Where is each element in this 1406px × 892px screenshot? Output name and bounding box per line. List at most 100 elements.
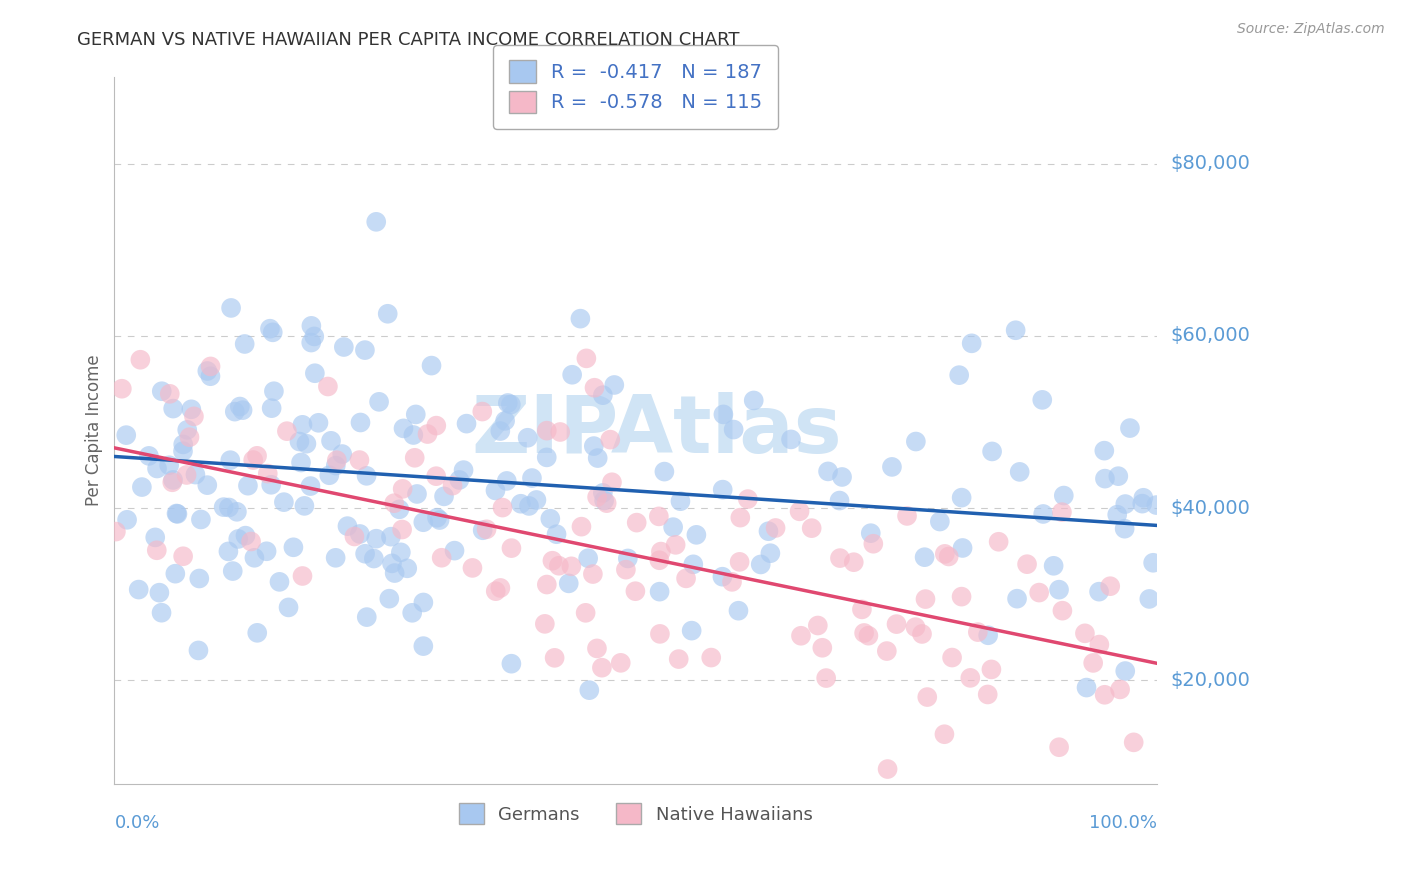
Point: [159, 387, 181, 401]
Point: [582, 439, 605, 453]
Point: [727, 604, 749, 618]
Point: [548, 425, 571, 439]
Point: [129, 352, 152, 367]
Point: [650, 544, 672, 558]
Point: [260, 477, 283, 491]
Point: [229, 400, 252, 414]
Point: [256, 544, 278, 558]
Point: [977, 628, 1000, 642]
Point: [475, 522, 498, 536]
Point: [1114, 497, 1136, 511]
Point: [308, 416, 330, 430]
Point: [349, 416, 371, 430]
Point: [1107, 508, 1129, 522]
Point: [1032, 507, 1054, 521]
Point: [938, 549, 960, 564]
Point: [453, 463, 475, 477]
Point: [1094, 688, 1116, 702]
Point: [981, 444, 1004, 458]
Point: [578, 683, 600, 698]
Point: [526, 493, 548, 508]
Point: [217, 544, 239, 558]
Point: [391, 482, 413, 496]
Point: [1109, 682, 1132, 697]
Point: [243, 550, 266, 565]
Point: [815, 671, 838, 685]
Point: [501, 541, 523, 555]
Point: [534, 616, 557, 631]
Point: [292, 499, 315, 513]
Point: [389, 545, 412, 559]
Point: [876, 644, 898, 658]
Point: [904, 434, 927, 449]
Text: 100.0%: 100.0%: [1088, 814, 1157, 832]
Point: [595, 496, 617, 510]
Point: [547, 558, 569, 573]
Text: ZIPAtlas: ZIPAtlas: [471, 392, 842, 470]
Point: [593, 493, 616, 508]
Point: [148, 585, 170, 599]
Point: [150, 384, 173, 399]
Point: [728, 555, 751, 569]
Point: [586, 641, 609, 656]
Point: [343, 529, 366, 543]
Point: [259, 321, 281, 335]
Point: [381, 557, 404, 571]
Point: [378, 591, 401, 606]
Point: [224, 404, 246, 418]
Point: [219, 453, 242, 467]
Point: [1144, 498, 1167, 512]
Point: [295, 436, 318, 450]
Point: [495, 474, 517, 488]
Point: [412, 595, 434, 609]
Point: [388, 502, 411, 516]
Point: [366, 532, 388, 546]
Point: [489, 581, 512, 595]
Point: [489, 424, 512, 438]
Point: [575, 606, 598, 620]
Point: [950, 590, 973, 604]
Point: [425, 469, 447, 483]
Point: [790, 629, 813, 643]
Text: $40,000: $40,000: [1171, 499, 1250, 517]
Point: [1074, 626, 1097, 640]
Point: [326, 453, 349, 467]
Point: [496, 396, 519, 410]
Point: [682, 558, 704, 572]
Point: [603, 378, 626, 392]
Point: [576, 551, 599, 566]
Text: $20,000: $20,000: [1171, 671, 1250, 690]
Point: [273, 495, 295, 509]
Point: [685, 528, 707, 542]
Point: [380, 530, 402, 544]
Point: [412, 515, 434, 529]
Point: [1122, 735, 1144, 749]
Point: [765, 521, 787, 535]
Point: [226, 532, 249, 546]
Point: [461, 561, 484, 575]
Point: [876, 762, 898, 776]
Point: [325, 550, 347, 565]
Point: [368, 394, 391, 409]
Point: [494, 414, 516, 428]
Point: [165, 566, 187, 581]
Point: [737, 492, 759, 507]
Point: [115, 428, 138, 442]
Point: [976, 688, 998, 702]
Point: [138, 449, 160, 463]
Point: [626, 516, 648, 530]
Point: [831, 470, 853, 484]
Point: [330, 447, 353, 461]
Point: [179, 430, 201, 444]
Point: [333, 340, 356, 354]
Point: [433, 489, 456, 503]
Point: [456, 417, 478, 431]
Point: [1015, 557, 1038, 571]
Point: [789, 504, 811, 518]
Point: [536, 577, 558, 591]
Point: [391, 523, 413, 537]
Point: [668, 652, 690, 666]
Point: [592, 388, 614, 402]
Point: [662, 520, 685, 534]
Point: [896, 508, 918, 523]
